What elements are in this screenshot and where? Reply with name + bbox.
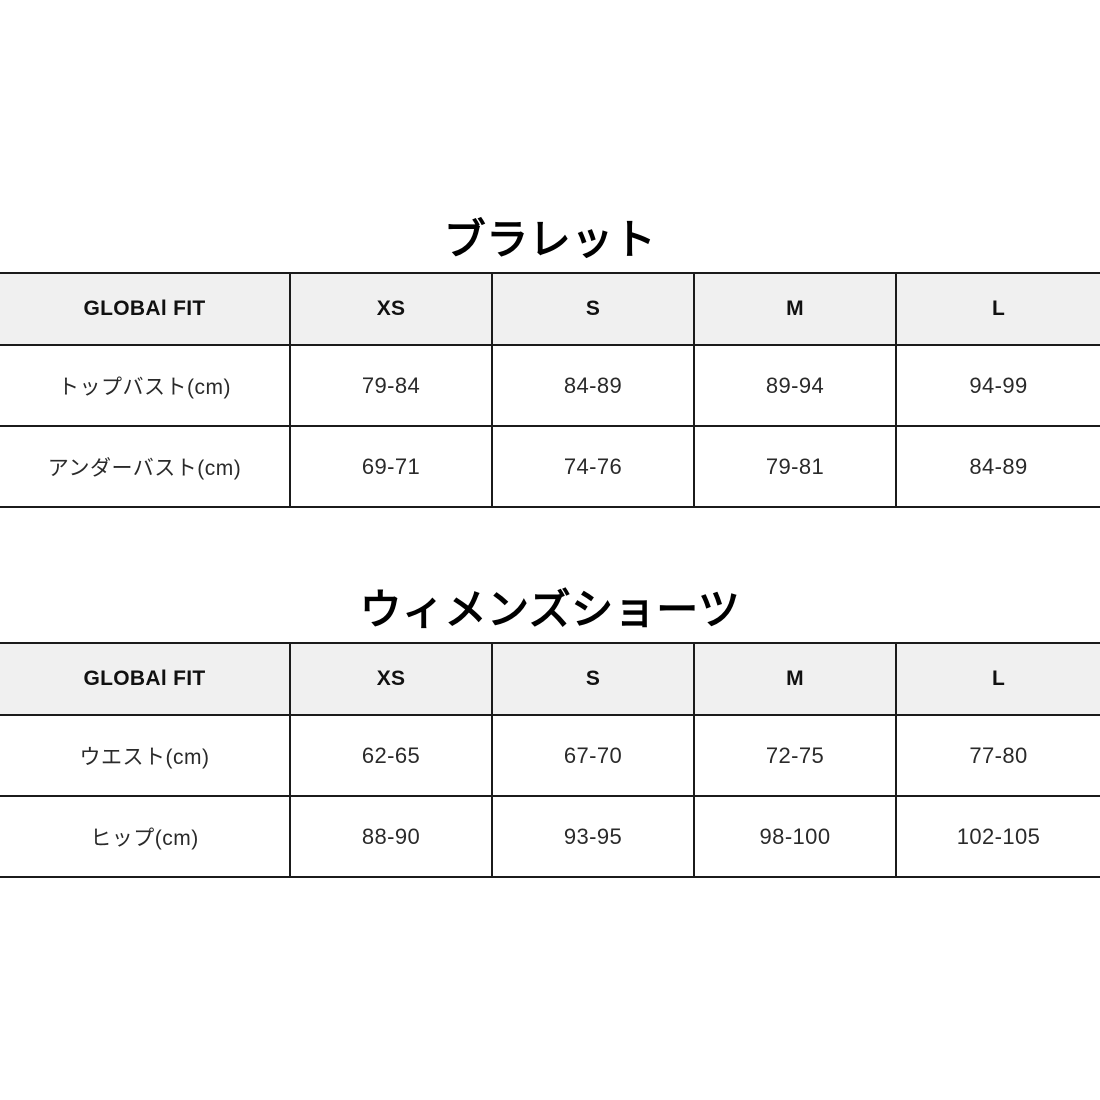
column-header-s: S: [492, 273, 695, 346]
cell-waist-m: 72-75: [694, 715, 897, 797]
table-header-row: GLOBAl FIT XS S M L: [0, 273, 1100, 346]
size-table-shorts: GLOBAl FIT XS S M L ウエスト(cm) 62-65 67-70…: [0, 642, 1100, 878]
table-body-shorts: ウエスト(cm) 62-65 67-70 72-75 77-80 ヒップ(cm)…: [0, 715, 1100, 877]
row-label-under-bust: アンダーバスト(cm): [0, 426, 291, 507]
cell-hip-xs: 88-90: [290, 796, 493, 877]
size-chart-section-bralette: ブラレット GLOBAl FIT XS S M L トップバスト(cm) 79-…: [0, 212, 1100, 508]
column-header-m: M: [694, 643, 897, 716]
table-body-bralette: トップバスト(cm) 79-84 84-89 89-94 94-99 アンダーバ…: [0, 345, 1100, 507]
table-header-row: GLOBAl FIT XS S M L: [0, 643, 1100, 716]
column-header-xs: XS: [290, 273, 493, 346]
column-header-l: L: [896, 643, 1100, 716]
row-label-hip: ヒップ(cm): [0, 796, 291, 877]
size-table-bralette: GLOBAl FIT XS S M L トップバスト(cm) 79-84 84-…: [0, 272, 1100, 508]
chart-title-bralette: ブラレット: [443, 215, 657, 264]
cell-top-bust-m: 89-94: [694, 345, 897, 427]
column-header-l: L: [896, 273, 1100, 346]
cell-hip-l: 102-105: [896, 796, 1100, 877]
table-row: ヒップ(cm) 88-90 93-95 98-100 102-105: [0, 796, 1100, 877]
cell-hip-m: 98-100: [694, 796, 897, 877]
column-header-m: M: [694, 273, 897, 346]
cell-hip-s: 93-95: [492, 796, 695, 877]
column-header-fit: GLOBAl FIT: [0, 643, 291, 716]
table-row: ウエスト(cm) 62-65 67-70 72-75 77-80: [0, 715, 1100, 797]
cell-under-bust-m: 79-81: [694, 426, 897, 507]
size-chart-section-shorts: ウィメンズショーツ GLOBAl FIT XS S M L ウエスト(cm) 6…: [0, 582, 1100, 878]
column-header-s: S: [492, 643, 695, 716]
column-header-xs: XS: [290, 643, 493, 716]
cell-waist-xs: 62-65: [290, 715, 493, 797]
cell-under-bust-xs: 69-71: [290, 426, 493, 507]
table-row: アンダーバスト(cm) 69-71 74-76 79-81 84-89: [0, 426, 1100, 507]
cell-under-bust-s: 74-76: [492, 426, 695, 507]
chart-title-shorts: ウィメンズショーツ: [359, 585, 741, 634]
cell-waist-s: 67-70: [492, 715, 695, 797]
table-row: トップバスト(cm) 79-84 84-89 89-94 94-99: [0, 345, 1100, 427]
cell-top-bust-l: 94-99: [896, 345, 1100, 427]
row-label-waist: ウエスト(cm): [0, 715, 291, 797]
row-label-top-bust: トップバスト(cm): [0, 345, 291, 427]
cell-top-bust-xs: 79-84: [290, 345, 493, 427]
table-header-shorts: GLOBAl FIT XS S M L: [0, 643, 1100, 716]
column-header-fit: GLOBAl FIT: [0, 273, 291, 346]
cell-top-bust-s: 84-89: [492, 345, 695, 427]
table-header-bralette: GLOBAl FIT XS S M L: [0, 273, 1100, 346]
cell-under-bust-l: 84-89: [896, 426, 1100, 507]
cell-waist-l: 77-80: [896, 715, 1100, 797]
